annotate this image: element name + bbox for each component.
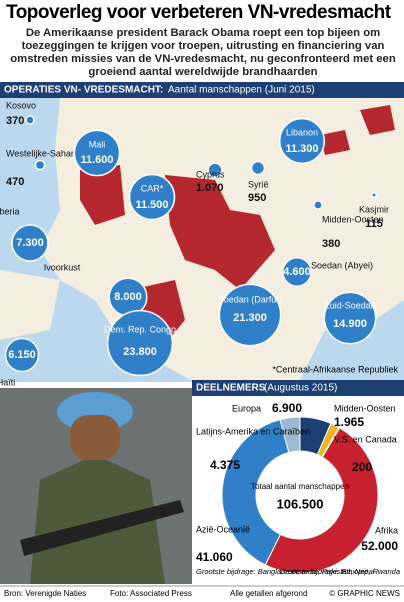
mission-value: 470 xyxy=(6,176,24,188)
mission-name: Syrië xyxy=(248,179,269,189)
note: Grootste bijdrage: Bangladesh, India, Pa… xyxy=(196,567,375,576)
mission-bubble xyxy=(25,115,35,125)
mission-value: 370 xyxy=(6,115,24,127)
value-label: 52.000 xyxy=(361,539,398,553)
category-label: Midden-Oosten xyxy=(334,403,396,413)
mission-value: 6.150 xyxy=(8,349,36,361)
donut-segment xyxy=(264,427,379,574)
rounding-note: Alle getallen afgerond xyxy=(230,589,307,598)
mission-name: Dem. Rep. Congo xyxy=(104,324,176,334)
mission-name: Ivoorkust xyxy=(44,262,81,272)
mission-value: 11.600 xyxy=(80,154,113,166)
mission-name: Cyprus xyxy=(196,169,225,179)
chart-title: DEELNEMERS xyxy=(196,383,266,394)
title: Topoverleg voor verbeteren VN-vredesmach… xyxy=(6,2,391,23)
mission-bubble xyxy=(4,337,40,373)
mission-name: Midden-Oosten xyxy=(322,214,384,224)
footnote: *Centraal-Afrikaanse Republiek xyxy=(272,364,398,374)
mission-name: Mali xyxy=(89,139,106,149)
mission-name: Libanon xyxy=(286,127,318,137)
mission-name: Soedan (Abyei) xyxy=(311,260,373,270)
mission-name: Zuid-Soedan xyxy=(324,300,376,310)
value-label: 41.060 xyxy=(196,550,233,564)
map-subheading: Aantal manschappen (Juni 2015) xyxy=(168,85,315,96)
mission-value: 8.000 xyxy=(114,291,142,303)
mission-value: 1.070 xyxy=(196,182,224,194)
donut-segment xyxy=(279,416,301,454)
mission-value: 23.800 xyxy=(123,346,157,358)
mission-value: 115 xyxy=(365,218,383,230)
map-heading: OPERATIES VN- VREDESMACHT: xyxy=(4,85,163,96)
mission-name: Soedan (Darfur) xyxy=(218,294,283,304)
mission-name: Westelijke-Sahara xyxy=(6,148,79,158)
category-label: V.S. en Canada xyxy=(334,434,397,444)
value-label: 200 xyxy=(352,460,372,474)
mission-name: Kasjmir xyxy=(359,204,389,214)
mission-bubble xyxy=(34,159,46,171)
category-label: Afrika xyxy=(375,525,398,535)
mission-bubble xyxy=(73,129,121,177)
mission-name: CAR* xyxy=(141,183,164,193)
mission-value: 380 xyxy=(322,238,340,250)
mission-value: 14.900 xyxy=(333,318,367,330)
mission-name: Kosovo xyxy=(6,100,36,110)
mission-bubble xyxy=(11,224,49,262)
mission-bubble xyxy=(278,117,326,165)
mission-bubble xyxy=(282,257,312,287)
center-label: Totaal aantal manschappen xyxy=(251,482,349,491)
center-total: 106.500 xyxy=(277,496,324,511)
mission-name: Liberia xyxy=(0,206,20,216)
category-label: Latijns-Amerika en Caraïben xyxy=(196,426,310,436)
land xyxy=(0,270,60,340)
mission-value: 11.300 xyxy=(285,143,318,155)
source: Bron: Verenigde Naties xyxy=(4,589,86,598)
category-label: Azië-Oceanië xyxy=(196,524,250,534)
value-label: 4.375 xyxy=(210,458,240,472)
mission-bubble xyxy=(207,162,223,178)
photo-credit: Foto: Associated Press xyxy=(110,589,192,598)
value-label: 1.965 xyxy=(334,415,364,429)
credit: © GRAPHIC NEWS xyxy=(329,589,400,598)
mission-value: 11.500 xyxy=(135,199,168,211)
mission-value: 7.300 xyxy=(16,237,44,249)
mission-area xyxy=(80,105,395,350)
donut-segment xyxy=(221,418,290,566)
mission-bubble xyxy=(370,191,378,199)
mission-bubble xyxy=(323,291,377,345)
mission-name: Haïti xyxy=(0,377,15,387)
note: Grootste bijdrage: Ethiopië, Rwanda xyxy=(280,567,401,576)
map-header-bar xyxy=(0,82,404,98)
mission-value: 21.300 xyxy=(233,312,267,324)
photo xyxy=(0,388,192,584)
subtitle: De Amerikaanse president Barack Obama ro… xyxy=(10,27,396,78)
mission-bubble xyxy=(128,173,176,221)
mission-bubble xyxy=(313,200,323,210)
mission-value: 950 xyxy=(248,192,266,204)
mission-bubble xyxy=(106,309,174,377)
mission-bubble xyxy=(250,160,266,176)
chart-header-bar xyxy=(192,380,404,396)
value-label: 6.900 xyxy=(272,401,302,415)
mission-value: 4.600 xyxy=(283,266,311,278)
chart-subtitle: (Augustus 2015) xyxy=(264,383,337,394)
category-label: Europa xyxy=(232,403,261,413)
mission-bubble xyxy=(218,283,282,347)
